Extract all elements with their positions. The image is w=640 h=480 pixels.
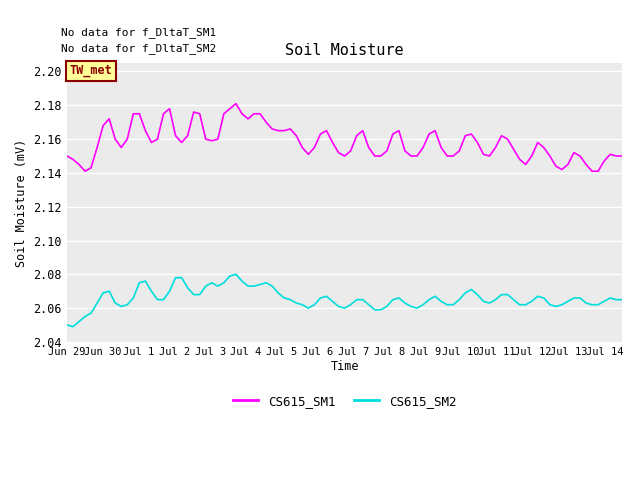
- X-axis label: Time: Time: [330, 360, 359, 372]
- Text: No data for f_DltaT_SM1: No data for f_DltaT_SM1: [61, 27, 216, 38]
- Y-axis label: Soil Moisture (mV): Soil Moisture (mV): [15, 138, 28, 266]
- Text: No data for f_DltaT_SM2: No data for f_DltaT_SM2: [61, 44, 216, 54]
- Title: Soil Moisture: Soil Moisture: [285, 43, 404, 58]
- Legend: CS615_SM1, CS615_SM2: CS615_SM1, CS615_SM2: [228, 390, 461, 413]
- Text: TW_met: TW_met: [70, 64, 113, 77]
